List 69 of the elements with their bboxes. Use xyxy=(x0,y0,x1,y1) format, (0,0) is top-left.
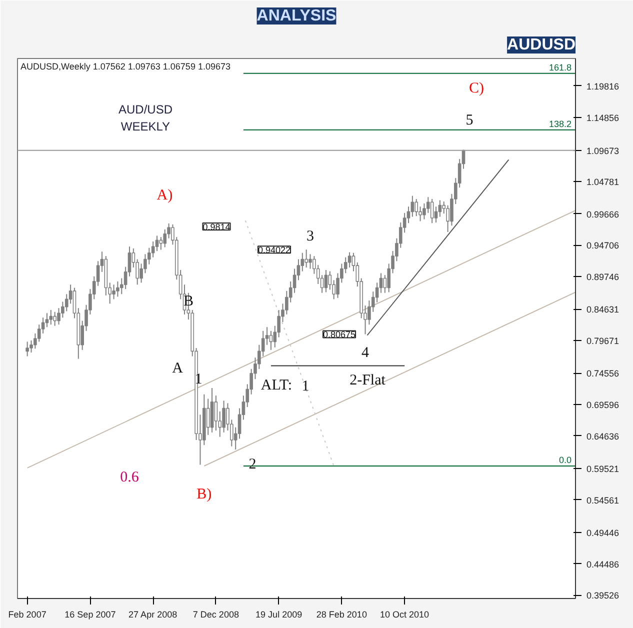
text: AUD/USD WEEKLY xyxy=(118,102,173,134)
candlestick xyxy=(269,330,273,350)
candlestick xyxy=(430,198,434,224)
annotation: 3 xyxy=(306,228,314,245)
y-tick-label: 0.54561 xyxy=(586,495,620,506)
annotation: 1 xyxy=(302,378,310,394)
annotation: A) xyxy=(156,187,173,204)
candlestick xyxy=(434,206,438,223)
candlestick xyxy=(49,309,53,326)
candlestick xyxy=(292,268,296,294)
y-tick-label: 0.99666 xyxy=(586,209,620,220)
candlestick xyxy=(406,206,410,224)
y-tick-label: 0.49446 xyxy=(586,528,620,538)
y-tick-label: 0.89746 xyxy=(586,272,620,282)
chart-title: AUDUSD xyxy=(507,36,576,54)
annotation: A xyxy=(172,360,184,376)
x-tick-label: Feb 2007 xyxy=(8,610,46,620)
y-tick-label: 1.04781 xyxy=(586,176,620,187)
candlestick xyxy=(159,236,163,250)
candlestick xyxy=(163,228,167,248)
candlestick xyxy=(308,254,312,270)
candlestick xyxy=(324,270,328,293)
candlestick xyxy=(438,200,442,218)
y-tick-label: 1.14856 xyxy=(586,112,620,123)
annotation: 0.6 xyxy=(120,470,140,486)
candlestick xyxy=(304,249,308,268)
annotation: 0.0 xyxy=(558,455,572,466)
text: ANALYSIS xyxy=(256,8,337,24)
y-tick-label: 0.84631 xyxy=(586,304,620,315)
annotation: C) xyxy=(469,80,484,96)
ref-line-label: 1.09673 xyxy=(586,146,620,156)
candlestick xyxy=(45,312,49,328)
candlestick xyxy=(112,284,116,300)
annotation: 161.8 xyxy=(548,62,572,72)
y-tick-label: 0.39526 xyxy=(586,590,620,601)
annotation: 138.2 xyxy=(548,118,572,129)
y-tick-label: 0.59521 xyxy=(586,464,620,474)
candlestick xyxy=(151,240,155,258)
annotation: 4 xyxy=(362,345,370,362)
candlestick xyxy=(116,280,120,298)
annotation: 0.9814 xyxy=(202,222,230,232)
candlestick xyxy=(328,270,332,290)
candlestick xyxy=(214,395,218,431)
annotation: ALT: xyxy=(260,378,292,394)
y-tick-label: 0.79671 xyxy=(586,336,620,346)
x-tick-label: 10 Oct 2010 xyxy=(380,610,430,620)
x-tick-label: 27 Apr 2008 xyxy=(128,610,178,620)
annotation: AUDUSD,Weekly 1.07562 1.09763 1.06759 1.09673 xyxy=(20,62,230,72)
candlestick xyxy=(155,235,159,252)
x-tick-label: 28 Feb 2010 xyxy=(316,610,367,620)
annotation: 5 xyxy=(466,112,474,128)
y-tick-label: 0.94706 xyxy=(586,240,620,251)
candlestick xyxy=(348,252,352,268)
x-tick-label: 16 Sep 2007 xyxy=(64,610,116,620)
candlestick xyxy=(222,400,226,433)
annotation: B) xyxy=(196,486,212,503)
annotation: 1 xyxy=(194,372,202,388)
x-tick-label: 19 Jul 2009 xyxy=(256,610,302,620)
x-tick-label: 7 Dec 2008 xyxy=(192,610,239,620)
annotation: 2-Flat xyxy=(350,372,386,388)
candlestick xyxy=(26,341,29,357)
y-tick-label: 0.74556 xyxy=(586,368,620,379)
y-tick-label: 0.64636 xyxy=(586,431,620,442)
candlestick xyxy=(53,311,56,326)
candlestick xyxy=(414,198,418,217)
y-tick-label: 0.44486 xyxy=(586,559,620,570)
y-tick-label: 1.19816 xyxy=(586,81,620,92)
y-tick-label: 0.69596 xyxy=(586,400,620,410)
annotation: B xyxy=(184,294,194,310)
